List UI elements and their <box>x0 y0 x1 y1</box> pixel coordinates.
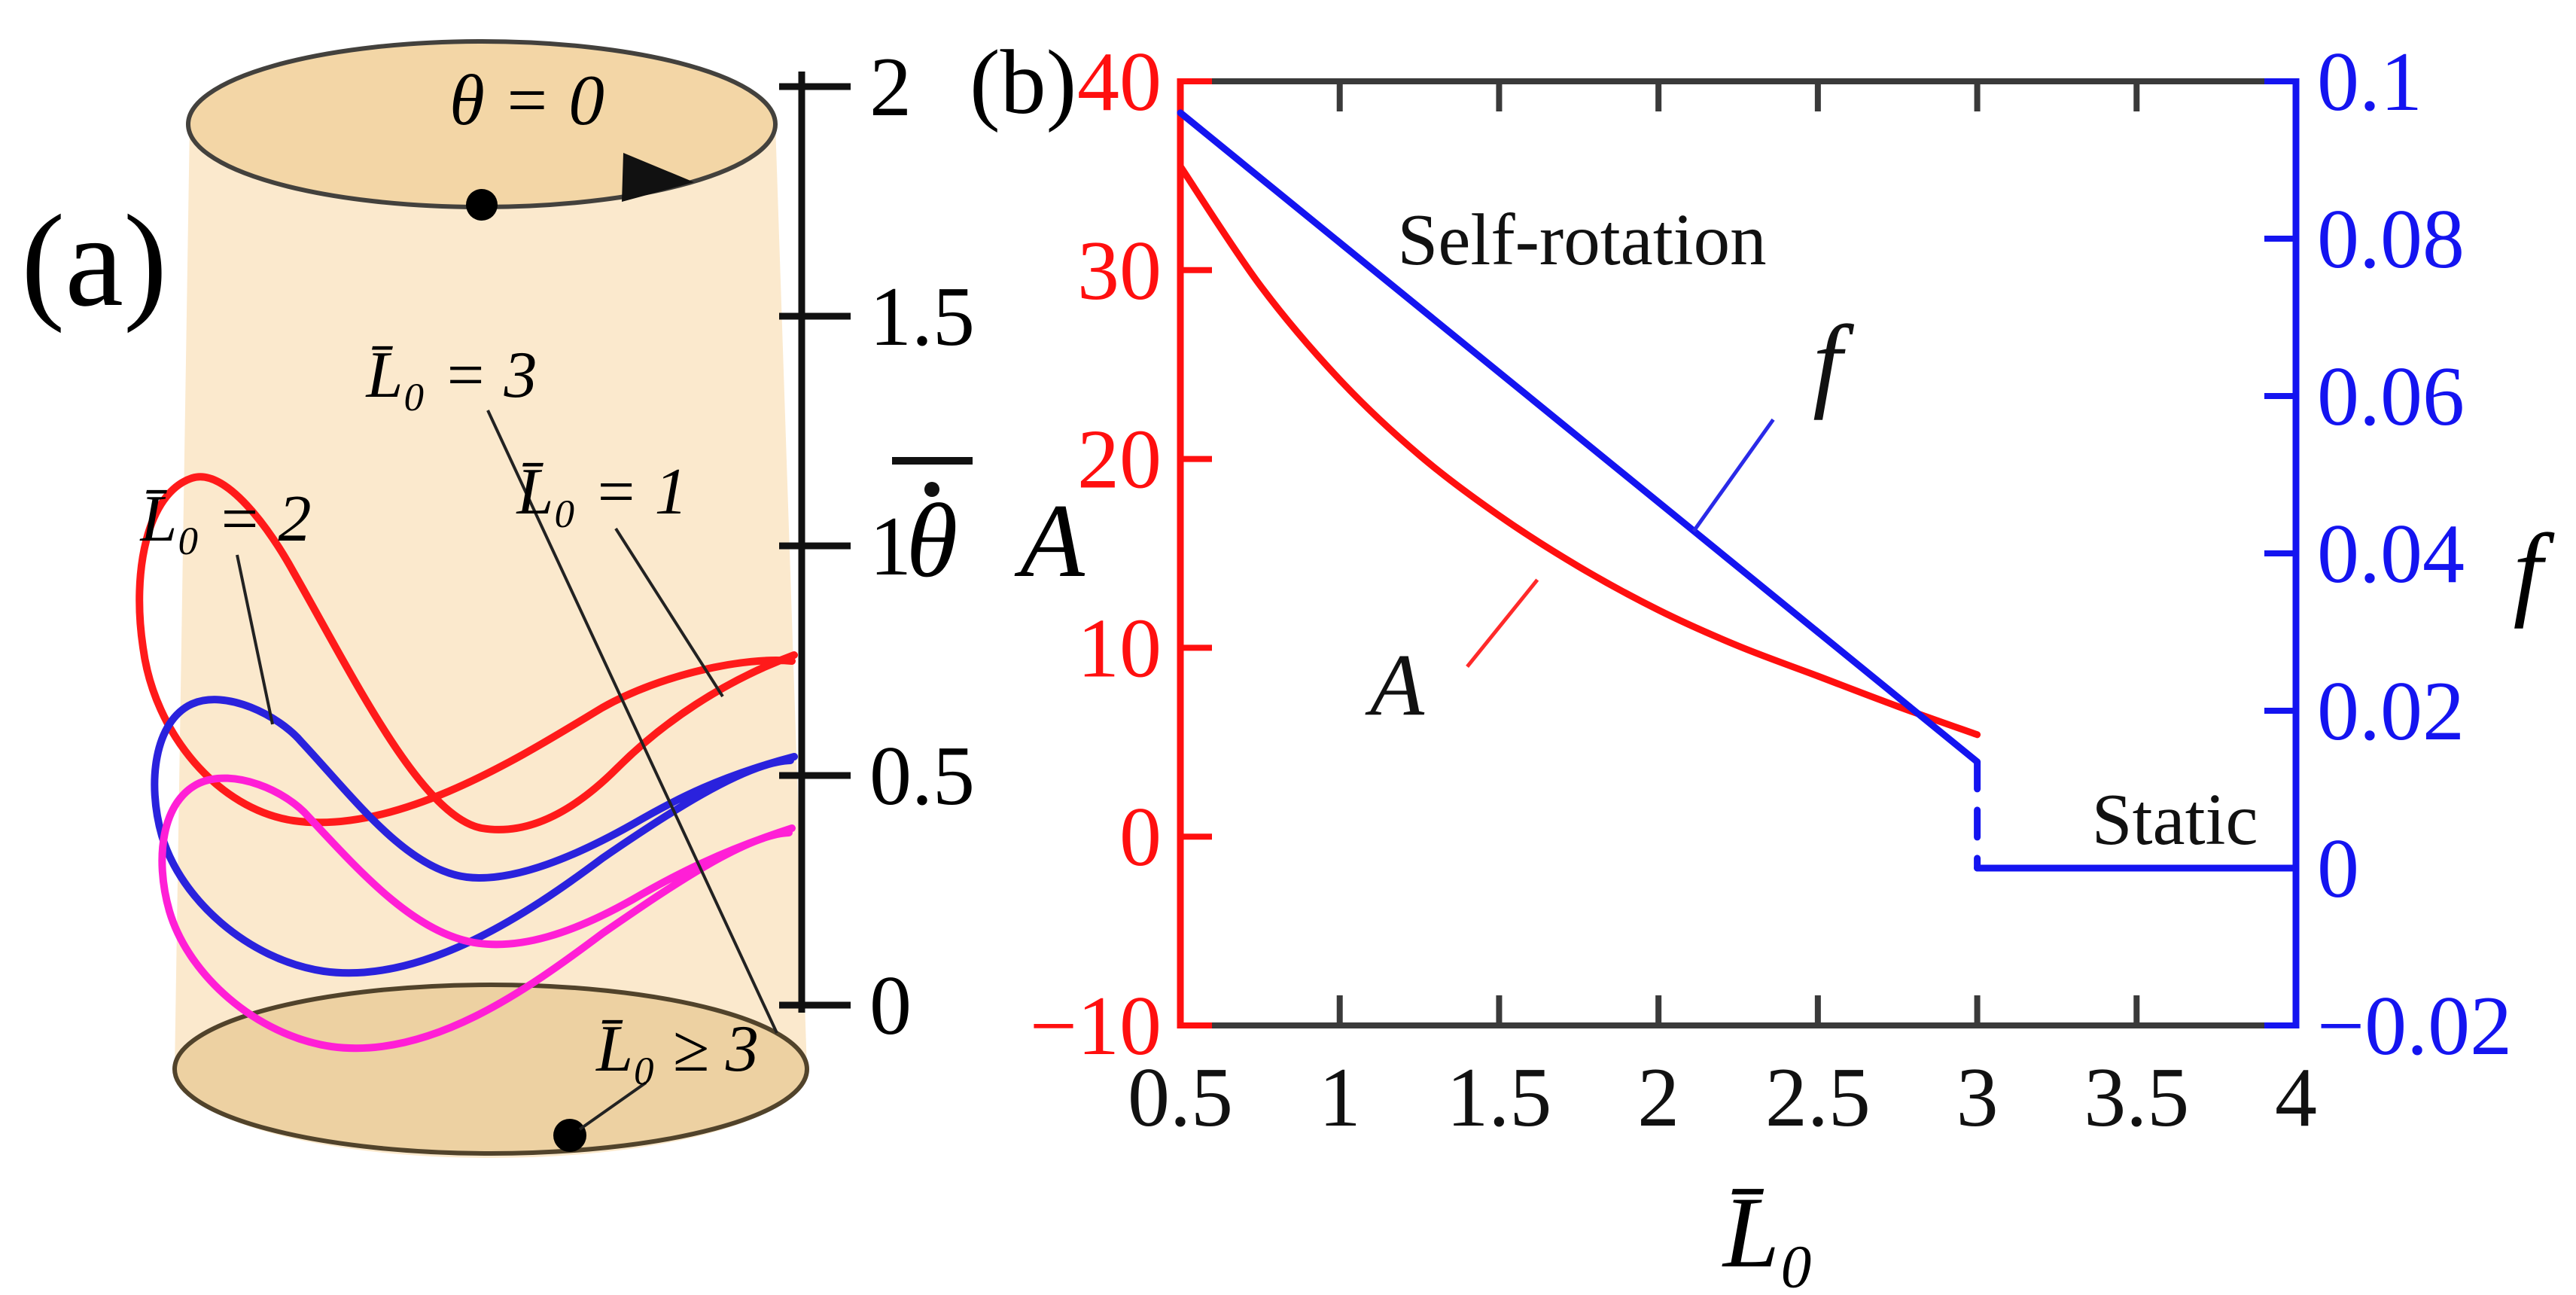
left-axis-tick-label: 0 <box>1119 791 1162 884</box>
panel-a-axis-tick-label: 1.5 <box>869 270 975 364</box>
left-axis-tick-label: 20 <box>1077 413 1162 507</box>
curve-label-leader <box>486 410 778 1034</box>
curve-label: L̄₀ = 2 <box>139 483 312 556</box>
x-tick-label: 3 <box>1956 1051 1999 1144</box>
curve-label-leader <box>578 1081 647 1131</box>
right-axis-tick-label: 0.08 <box>2317 193 2465 286</box>
left-axis-tick-label: 30 <box>1077 224 1162 318</box>
right-axis-tick-label: −0.02 <box>2317 980 2512 1073</box>
trajectory-magenta <box>158 774 796 1053</box>
panel-a-axis-tick-label: 1 <box>869 500 912 593</box>
left-axis-title-A: A <box>1014 483 1085 599</box>
x-tick-label: 2 <box>1637 1051 1679 1144</box>
theta-zero-label: θ = 0 <box>449 60 604 140</box>
panel-a-axis: 2 1.5 1 0.5 0 <box>779 41 975 1053</box>
right-axis-tick-label: 0.04 <box>2317 507 2465 601</box>
series-A-curve <box>1177 163 1981 739</box>
rotation-direction-arrow-icon <box>622 153 694 202</box>
left-axis-tick-label: 40 <box>1077 35 1162 129</box>
left-axis-title-group: θ A <box>892 457 1085 599</box>
series-f-curve <box>1177 109 1981 766</box>
x-tick-label: 0.5 <box>1128 1051 1233 1144</box>
x-tick-label: 3.5 <box>2084 1051 2189 1144</box>
curve-label-leader <box>614 527 724 698</box>
left-axis-title-theta: θ <box>906 483 958 599</box>
curve-label: L̄₀ ≥ 3 <box>595 1013 759 1086</box>
panel-a-tag: (a) <box>21 187 167 334</box>
f-label-leader <box>1691 418 1775 533</box>
top-marker-dot <box>466 189 498 221</box>
x-tick-label: 4 <box>2275 1051 2317 1144</box>
x-tick-label: 1 <box>1319 1051 1361 1144</box>
x-tick-label: 2.5 <box>1765 1051 1871 1144</box>
bottom-marker-dot <box>553 1119 586 1152</box>
trajectory-red <box>135 473 798 833</box>
left-axis-tick-label: −10 <box>1030 980 1162 1073</box>
panel-b-tag: (b) <box>970 32 1076 133</box>
right-axis-title: f <box>2514 513 2556 629</box>
x-axis-title: L̄₀ <box>1722 1177 1815 1289</box>
annotation-self-rotation: Self-rotation <box>1397 200 1766 280</box>
x-tick-label: 1.5 <box>1446 1051 1551 1144</box>
theta-dot-accent <box>924 482 939 497</box>
panel-a: (a) θ = 0 L̄₀ = 3 L̄₀ = 2 L̄₀ = 1 L̄₀ ≥ 3 2… <box>21 39 975 1158</box>
panel-b: (b) θ A f L̄₀ 0.5 1 1.5 2 2.5 3 3.5 4 40 30 20 10 0 −… <box>892 32 2556 1289</box>
panel-a-curve-labels: L̄₀ = 3 L̄₀ = 2 L̄₀ = 1 L̄₀ ≥ 3 <box>139 339 778 1131</box>
annotation-a: A <box>1365 635 1425 734</box>
A-label-leader <box>1466 578 1539 669</box>
annotation-f: f <box>1813 304 1855 421</box>
panel-a-axis-tick-label: 0.5 <box>869 730 975 823</box>
cylinder-bottom-cap <box>172 983 809 1156</box>
trajectory-blue <box>151 696 798 977</box>
left-axis-tick-label: 10 <box>1077 602 1162 695</box>
panel-a-axis-tick-label: 2 <box>869 41 912 134</box>
right-axis-tick-label: 0.06 <box>2317 350 2465 443</box>
right-axis-tick-label: 0.02 <box>2317 665 2465 758</box>
curve-label-leader <box>236 554 274 725</box>
annotation-static: Static <box>2092 779 2258 860</box>
panel-b-plot-area: 0.5 1 1.5 2 2.5 3 3.5 4 40 30 20 10 0 −10 0.1 0.08 0.06 0… <box>1030 35 2512 1144</box>
right-axis-tick-label: 0.1 <box>2317 35 2422 129</box>
curve-label: L̄₀ = 3 <box>365 339 537 412</box>
panel-a-axis-tick-label: 0 <box>869 959 912 1053</box>
curve-label: L̄₀ = 1 <box>516 456 688 529</box>
right-axis-tick-label: 0 <box>2317 822 2359 916</box>
